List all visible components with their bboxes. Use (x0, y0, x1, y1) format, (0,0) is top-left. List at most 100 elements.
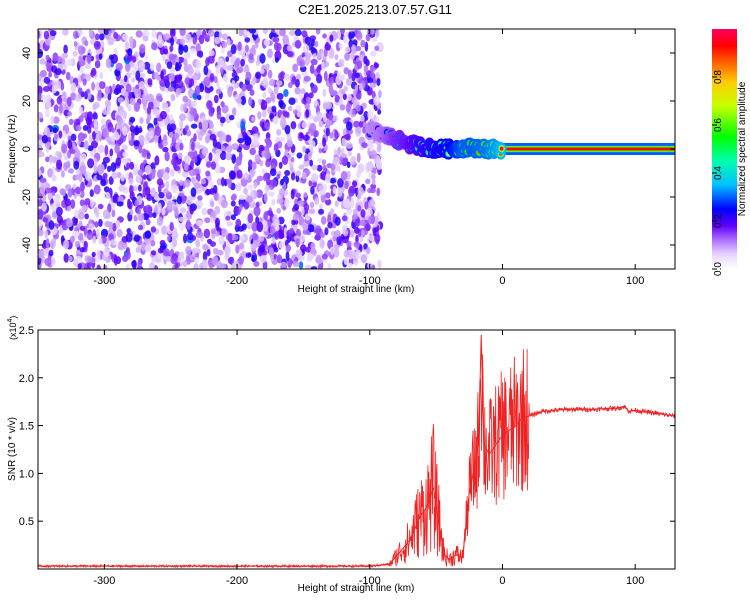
spectrogram-noise-cell (322, 56, 327, 62)
spectrogram-noise-cell (355, 104, 361, 112)
spectrogram-noise-cell (345, 121, 353, 131)
spectrogram-noise-cell (334, 216, 341, 226)
spectrogram-noise-cell (50, 203, 57, 211)
spectrogram-noise-cell (345, 142, 353, 149)
spectrogram-noise-cell (302, 223, 309, 231)
spectrogram-noise-cell (259, 68, 265, 74)
spectrogram-noise-cell (184, 125, 189, 131)
spectrogram-noise-cell (93, 118, 98, 128)
spectrogram-noise-cell (157, 34, 163, 44)
spectrogram-noise-cell (103, 29, 109, 36)
spectrogram-noise-cell (284, 197, 290, 208)
spectrogram-noise-cell (355, 249, 362, 260)
spectrogram-noise-cell (58, 104, 63, 114)
spectrogram-noise-cell (126, 162, 131, 170)
spectrogram-noise-cell (321, 159, 327, 166)
spectrogram-noise-cell (72, 50, 78, 57)
colorbar: 0.0 0.2 0.4 0.6 0.8 Normalized spectral ampl… (712, 29, 748, 276)
spectrogram-noise-cell (183, 44, 189, 53)
spectrogram-noise-cell (96, 174, 103, 181)
spectrogram-noise-cell (351, 72, 356, 82)
spectrogram-noise-cell (88, 29, 93, 38)
spectrogram-noise-cell (63, 239, 70, 250)
spectrogram-noise-cell (205, 170, 211, 177)
spectrogram-noise-cell (240, 95, 247, 106)
spectrogram-noise-cell (261, 109, 267, 118)
spectrogram-noise-cell (142, 100, 147, 111)
spectrogram-noise-cell (341, 215, 348, 222)
spectrogram-noise-cell (117, 97, 124, 103)
spectrogram-noise-cell (298, 261, 304, 269)
spectrogram-noise-cell (105, 212, 111, 219)
spectrogram-noise-cell (83, 140, 89, 150)
spectrogram-noise-cell (74, 209, 79, 219)
spectrogram-noise-cell (248, 159, 253, 169)
spectrogram-noise-cell (303, 75, 311, 82)
spectrogram-noise-cell (289, 228, 294, 235)
spectrogram-noise-cell (67, 139, 73, 150)
spectrogram-noise-cell (189, 48, 197, 54)
spectrogram-noise-cell (370, 199, 374, 207)
spectrogram-noise-cell (187, 232, 194, 241)
spectrogram-noise-cell (249, 168, 255, 178)
spectrogram-noise-cell (227, 232, 233, 242)
spectrogram-noise-cell (135, 30, 143, 38)
spectrogram-noise-cell (195, 238, 201, 248)
spectrogram-noise-cell (356, 60, 363, 70)
spectrogram-noise-cell (298, 215, 305, 226)
spectrogram-noise-cell (94, 60, 101, 69)
spectrogram-noise-cell (357, 205, 362, 212)
spectrogram-noise-cell (240, 120, 246, 131)
spectrogram-noise-cell (198, 34, 205, 45)
spectrogram-noise-cell (56, 159, 63, 170)
spectrogram-noise-cell (372, 227, 377, 237)
spectrogram-noise-cell (302, 44, 310, 53)
spectrogram-noise-cell (51, 175, 57, 182)
spectrogram-noise-cell (174, 74, 182, 84)
spectrogram-noise-cell (344, 52, 350, 61)
spectrogram-noise-cell (71, 216, 78, 226)
spectrogram-noise-cell (249, 29, 257, 34)
spectrogram-noise-cell (346, 93, 352, 101)
spectrogram-noise-cell (330, 87, 334, 96)
snr-y-multiplier-base: (x10 (8, 322, 18, 340)
spectrogram-noise-cell (235, 156, 242, 166)
spectrogram-noise-cell (230, 44, 237, 55)
spectrogram-noise-cell (239, 235, 246, 242)
spectrogram-noise-cell (78, 173, 83, 183)
spectrogram-noise-cell (190, 123, 198, 129)
spectrogram-noise-cell (104, 86, 111, 95)
spectrogram-noise-cell (299, 60, 304, 67)
spectrogram-noise-cell (170, 93, 176, 102)
spectrogram-noise-cell (361, 229, 365, 236)
spectrogram-noise-cell (296, 152, 303, 159)
spectrogram-noise-cell (295, 174, 300, 183)
spectrogram-noise-cell (340, 147, 345, 155)
spectrogram-noise-cell (289, 30, 296, 36)
spectrogram-noise-cell (332, 156, 340, 166)
spectrogram-noise-cell (57, 228, 64, 234)
spectrogram-noise-cell (245, 71, 252, 81)
spectrogram-noise-cell (196, 50, 201, 57)
spectrogram-noise-cell (91, 251, 96, 258)
spectrogram-noise-cell (56, 215, 64, 224)
spectrogram-noise-cell (117, 116, 124, 127)
spectrogram-noise-cell (225, 56, 230, 63)
spectrogram-noise-cell (47, 131, 51, 138)
spectrogram-noise-cell (66, 96, 72, 107)
spectrogram-noise-cell (104, 144, 109, 155)
spectrogram-noise-cell (338, 43, 343, 49)
spectrogram-noise-cell (193, 133, 197, 142)
spectrogram-noise-cell (295, 192, 301, 199)
spectrogram-noise-cell (176, 195, 182, 205)
spectrogram-noise-cell (329, 177, 336, 184)
spectrogram-noise-cell (367, 77, 374, 84)
spectrogram-noise-cell (86, 116, 92, 126)
colorbar-tick-label: 0.8 (713, 70, 724, 84)
spectrogram-noise-cell (198, 121, 203, 130)
spectrogram-noise-cell (112, 193, 120, 204)
spectrogram-noise-cell (241, 83, 247, 92)
spectrogram-noise-cell (90, 199, 95, 208)
colorbar-tick-label: 0.6 (713, 118, 724, 132)
spectrogram-noise-cell (305, 246, 312, 253)
